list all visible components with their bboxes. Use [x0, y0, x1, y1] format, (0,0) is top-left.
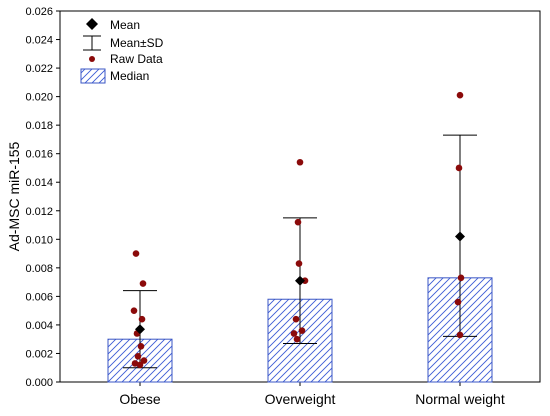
legend-median-label: Median	[110, 69, 149, 83]
y-axis-label: Ad-MSC miR-155	[6, 141, 22, 251]
x-tick-label: Overweight	[265, 391, 336, 407]
x-tick-label: Normal weight	[415, 391, 505, 407]
raw-data-point	[296, 158, 304, 166]
raw-data-point	[137, 343, 145, 350]
legend-raw-data-label: Raw Data	[110, 52, 163, 66]
raw-data-point	[456, 331, 464, 339]
y-tick-label: 0.022	[25, 63, 53, 75]
y-tick-label: 0.010	[25, 234, 53, 246]
raw-data-point	[136, 361, 144, 369]
y-tick-label: 0.000	[25, 377, 53, 389]
raw-data-point	[294, 218, 302, 226]
legend-raw-data-icon	[89, 56, 95, 62]
raw-data-point	[132, 250, 140, 257]
y-tick-label: 0.012	[25, 206, 53, 218]
y-tick-label: 0.008	[25, 263, 53, 275]
legend-median-icon	[80, 68, 106, 84]
y-tick-label: 0.002	[25, 348, 53, 360]
raw-data-point	[130, 307, 138, 314]
raw-data-point	[138, 315, 146, 323]
y-tick-label: 0.018	[25, 120, 53, 132]
plot-area: 0.000 0.002 0.004 0.006 0.008 0.010 0.012 0.014…	[6, 6, 541, 407]
y-tick-label: 0.024	[25, 35, 53, 47]
y-tick-label: 0.006	[25, 291, 53, 303]
raw-data-point	[139, 280, 147, 287]
raw-data-point	[140, 357, 148, 364]
legend-mean-label: Mean	[110, 18, 140, 32]
raw-data-point	[134, 353, 142, 360]
legend-mean-icon	[86, 18, 98, 30]
raw-data-point	[292, 315, 300, 323]
x-tick-label: Obese	[119, 391, 160, 407]
raw-data-point	[290, 330, 298, 337]
y-tick-label: 0.004	[25, 320, 53, 332]
y-tick-label: 0.014	[25, 177, 53, 189]
y-tick-label: 0.020	[25, 92, 53, 104]
raw-data-point	[457, 274, 465, 282]
raw-data-point	[455, 164, 463, 172]
y-tick-label: 0.016	[25, 149, 53, 161]
mean-marker	[295, 275, 305, 286]
mean-marker	[455, 231, 465, 242]
raw-data-point	[454, 298, 462, 306]
raw-data-point	[293, 335, 301, 343]
raw-data-point	[295, 260, 303, 267]
mean-marker	[135, 324, 145, 335]
raw-data-point	[456, 91, 464, 99]
y-tick-label: 0.026	[25, 6, 53, 18]
raw-data-point	[298, 327, 306, 334]
raw-data-point	[131, 360, 139, 367]
legend: Mean Mean±SD Raw Data Median	[80, 18, 164, 84]
legend-sd-label: Mean±SD	[110, 36, 164, 50]
